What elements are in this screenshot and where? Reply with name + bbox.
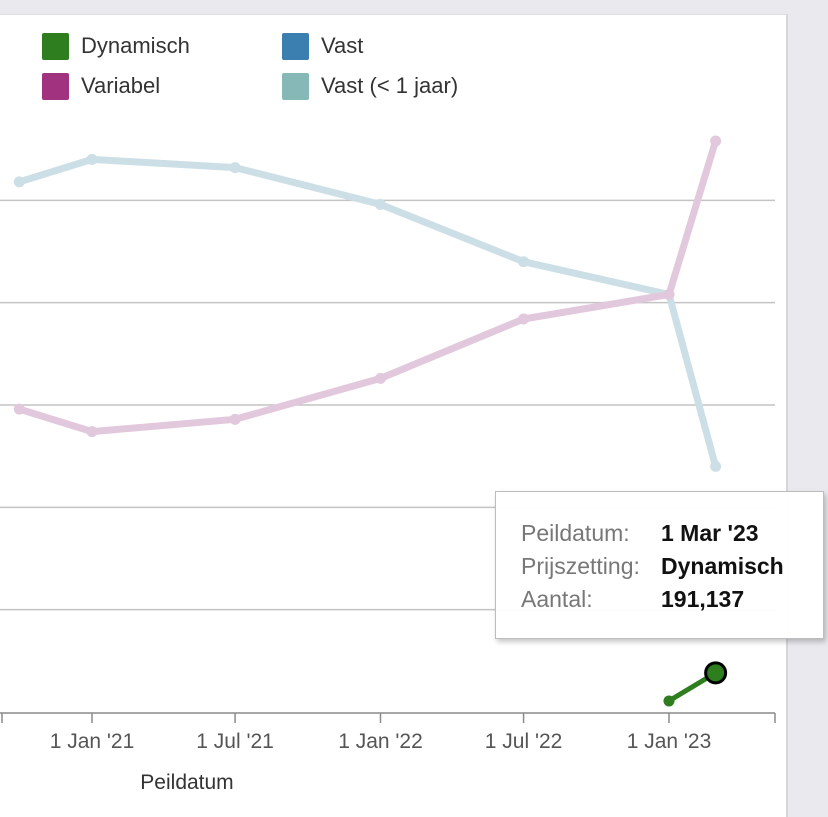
legend-label-vast: Vast bbox=[321, 33, 364, 58]
x-tick-label: 1 Jul '21 bbox=[196, 730, 274, 753]
x-axis: 1 Jan '21 1 Jul '21 1 Jan '22 1 Jul '22 1 Ja… bbox=[0, 712, 776, 753]
data-point-dynamisch[interactable] bbox=[663, 695, 675, 707]
x-tick-label: 1 Jul '22 bbox=[485, 730, 563, 753]
legend-swatch-vast bbox=[282, 32, 309, 60]
series-line-vast-lt1[interactable] bbox=[15, 155, 720, 470]
x-axis-title: Peildatum bbox=[140, 771, 233, 794]
x-tick-label: 1 Jan '22 bbox=[338, 730, 423, 753]
series-lines bbox=[13, 135, 728, 707]
tooltip-count-value: 191,137 bbox=[661, 586, 745, 612]
legend-swatch-vast-lt1 bbox=[282, 72, 309, 100]
x-tick-label: 1 Jan '23 bbox=[627, 730, 712, 753]
data-point-vast-lt1[interactable] bbox=[229, 162, 241, 174]
legend-label-variabel: Variabel bbox=[81, 73, 161, 98]
data-point-hovered[interactable] bbox=[704, 661, 728, 685]
legend-item-variabel[interactable]: Variabel bbox=[42, 72, 160, 100]
data-point-vast-lt1[interactable] bbox=[375, 198, 386, 210]
data-point-variabel[interactable] bbox=[663, 288, 675, 300]
tooltip-date-value: 1 Mar '23 bbox=[661, 520, 759, 546]
legend-swatch-variabel bbox=[42, 72, 69, 100]
legend: Dynamisch Vast Variabel Vast (< 1 jaar) bbox=[42, 32, 502, 112]
data-point-variabel[interactable] bbox=[518, 313, 530, 325]
data-point-vast-lt1[interactable] bbox=[13, 176, 25, 188]
legend-swatch-dynamisch bbox=[42, 32, 69, 60]
series-line-variabel[interactable] bbox=[15, 137, 720, 436]
legend-item-vast-lt1[interactable]: Vast (< 1 jaar) bbox=[282, 72, 458, 100]
data-point-variabel[interactable] bbox=[229, 413, 241, 425]
data-point-variabel[interactable] bbox=[86, 426, 98, 438]
data-point-vast-lt1[interactable] bbox=[86, 153, 98, 165]
legend-item-vast[interactable]: Vast bbox=[282, 32, 363, 60]
tooltip: Peildatum: 1 Mar '23 Prijszetting: Dynam… bbox=[495, 491, 824, 639]
data-point-variabel[interactable] bbox=[375, 372, 386, 384]
legend-item-dynamisch[interactable]: Dynamisch bbox=[42, 32, 190, 60]
tooltip-count-label: Aantal: bbox=[521, 586, 593, 612]
tooltip-date-label: Peildatum: bbox=[521, 520, 630, 546]
data-point-vast-lt1[interactable] bbox=[518, 256, 530, 268]
x-tick-label: 1 Jan '21 bbox=[50, 730, 135, 753]
tooltip-pricing-value: Dynamisch bbox=[661, 553, 784, 579]
data-point-variabel[interactable] bbox=[13, 403, 25, 415]
legend-label-vast-lt1: Vast (< 1 jaar) bbox=[321, 73, 459, 98]
chart-panel bbox=[0, 14, 788, 817]
data-point-variabel[interactable] bbox=[710, 135, 722, 147]
legend-label-dynamisch: Dynamisch bbox=[81, 33, 190, 58]
tooltip-pricing-label: Prijszetting: bbox=[521, 553, 640, 579]
data-point-vast-lt1[interactable] bbox=[710, 460, 722, 472]
